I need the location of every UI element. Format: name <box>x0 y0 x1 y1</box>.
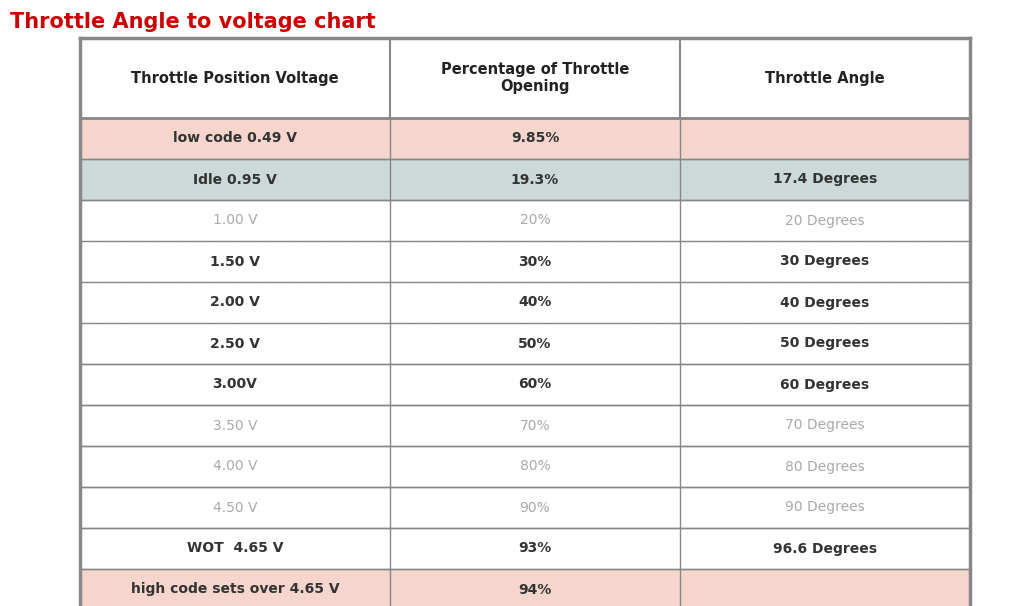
Text: 90%: 90% <box>519 501 550 514</box>
Text: 80 Degrees: 80 Degrees <box>785 459 865 473</box>
Text: 50%: 50% <box>518 336 552 350</box>
Bar <box>80 405 970 446</box>
Text: high code sets over 4.65 V: high code sets over 4.65 V <box>131 582 339 596</box>
Bar <box>80 364 970 405</box>
Text: 70 Degrees: 70 Degrees <box>785 419 865 433</box>
Text: 80%: 80% <box>519 459 550 473</box>
Text: 96.6 Degrees: 96.6 Degrees <box>773 542 877 556</box>
Bar <box>80 487 970 528</box>
Text: Idle 0.95 V: Idle 0.95 V <box>194 173 276 187</box>
Text: 70%: 70% <box>520 419 550 433</box>
Text: 20 Degrees: 20 Degrees <box>785 213 865 227</box>
Text: 2.50 V: 2.50 V <box>210 336 260 350</box>
Text: 93%: 93% <box>518 542 552 556</box>
Text: 4.00 V: 4.00 V <box>213 459 257 473</box>
Bar <box>80 569 970 606</box>
Text: 60%: 60% <box>518 378 552 391</box>
Text: 1.00 V: 1.00 V <box>213 213 257 227</box>
Bar <box>80 200 970 241</box>
Text: 30%: 30% <box>518 255 552 268</box>
Text: 17.4 Degrees: 17.4 Degrees <box>773 173 878 187</box>
Bar <box>80 241 970 282</box>
Text: 3.50 V: 3.50 V <box>213 419 257 433</box>
Text: 1.50 V: 1.50 V <box>210 255 260 268</box>
Text: low code 0.49 V: low code 0.49 V <box>173 132 297 145</box>
Text: 60 Degrees: 60 Degrees <box>780 378 869 391</box>
Bar <box>80 528 970 569</box>
Bar <box>80 446 970 487</box>
Text: Percentage of Throttle
Opening: Percentage of Throttle Opening <box>440 62 629 94</box>
Text: 3.00V: 3.00V <box>213 378 257 391</box>
Text: WOT  4.65 V: WOT 4.65 V <box>186 542 284 556</box>
Text: Throttle Position Voltage: Throttle Position Voltage <box>131 70 339 85</box>
Text: 4.50 V: 4.50 V <box>213 501 257 514</box>
Text: 50 Degrees: 50 Degrees <box>780 336 869 350</box>
Bar <box>80 118 970 159</box>
Text: 40%: 40% <box>518 296 552 310</box>
Text: Throttle Angle: Throttle Angle <box>765 70 885 85</box>
Text: 90 Degrees: 90 Degrees <box>785 501 865 514</box>
Bar <box>80 282 970 323</box>
Text: 2.00 V: 2.00 V <box>210 296 260 310</box>
Bar <box>80 159 970 200</box>
Text: 20%: 20% <box>520 213 550 227</box>
Text: 9.85%: 9.85% <box>511 132 559 145</box>
Text: 30 Degrees: 30 Degrees <box>780 255 869 268</box>
Bar <box>80 323 970 364</box>
Text: 19.3%: 19.3% <box>511 173 559 187</box>
Text: 94%: 94% <box>518 582 552 596</box>
Text: Throttle Angle to voltage chart: Throttle Angle to voltage chart <box>10 12 376 32</box>
Bar <box>80 38 970 118</box>
Text: 40 Degrees: 40 Degrees <box>780 296 869 310</box>
